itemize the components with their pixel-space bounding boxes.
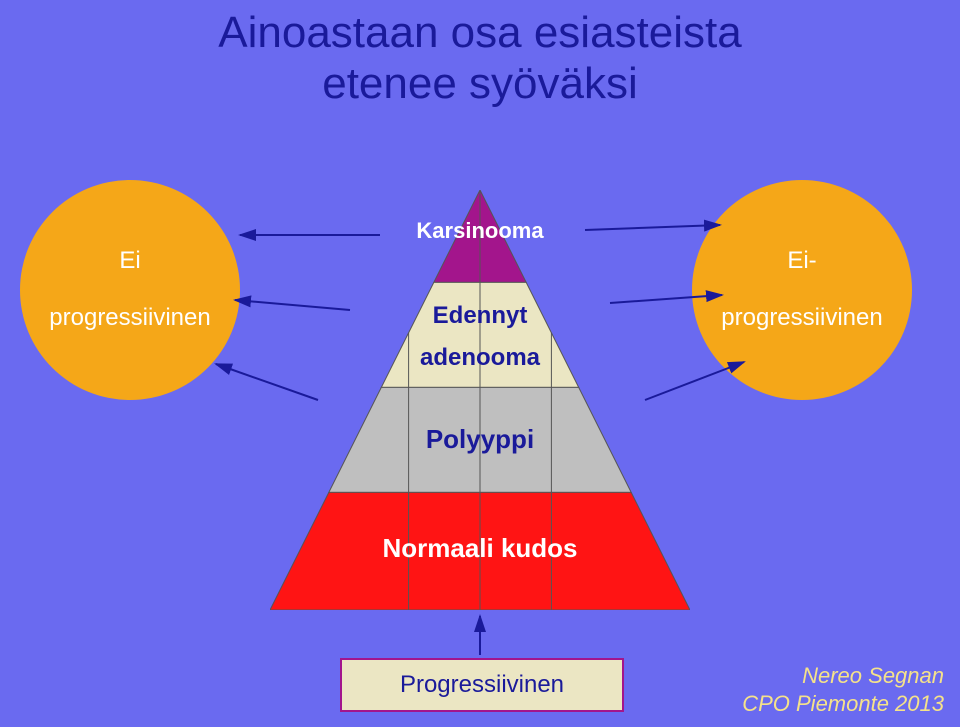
- credit-text: Nereo Segnan CPO Piemonte 2013: [742, 662, 944, 719]
- pyramid-label-upper: adenooma: [270, 344, 690, 372]
- left-circle-line2: progressiivinen: [49, 304, 210, 333]
- slide-title: Ainoastaan osa esiasteista etenee syöväk…: [0, 8, 960, 109]
- right-circle: Ei- progressiivinen: [692, 180, 912, 400]
- pyramid-label-mid: Polyyppi: [270, 424, 690, 455]
- pyramid-label-base: Normaali kudos: [270, 533, 690, 564]
- left-circle-line1: Ei: [49, 247, 210, 276]
- pyramid-label-top: Karsinooma: [270, 218, 690, 244]
- credit-line2: CPO Piemonte 2013: [742, 691, 944, 716]
- title-line1: Ainoastaan osa esiasteista: [218, 8, 741, 57]
- pyramid-label-upper: Edennyt: [270, 302, 690, 330]
- right-circle-line1: Ei-: [721, 247, 882, 276]
- progressive-box-label: Progressiivinen: [400, 671, 564, 699]
- title-line2: etenee syöväksi: [322, 59, 638, 108]
- pyramid: Karsinooma Edennyt adenooma Polyyppi Normaal…: [270, 190, 690, 610]
- credit-line1: Nereo Segnan: [802, 663, 944, 688]
- left-circle: Ei progressiivinen: [20, 180, 240, 400]
- progressive-box: Progressiivinen: [340, 658, 624, 712]
- right-circle-line2: progressiivinen: [721, 304, 882, 333]
